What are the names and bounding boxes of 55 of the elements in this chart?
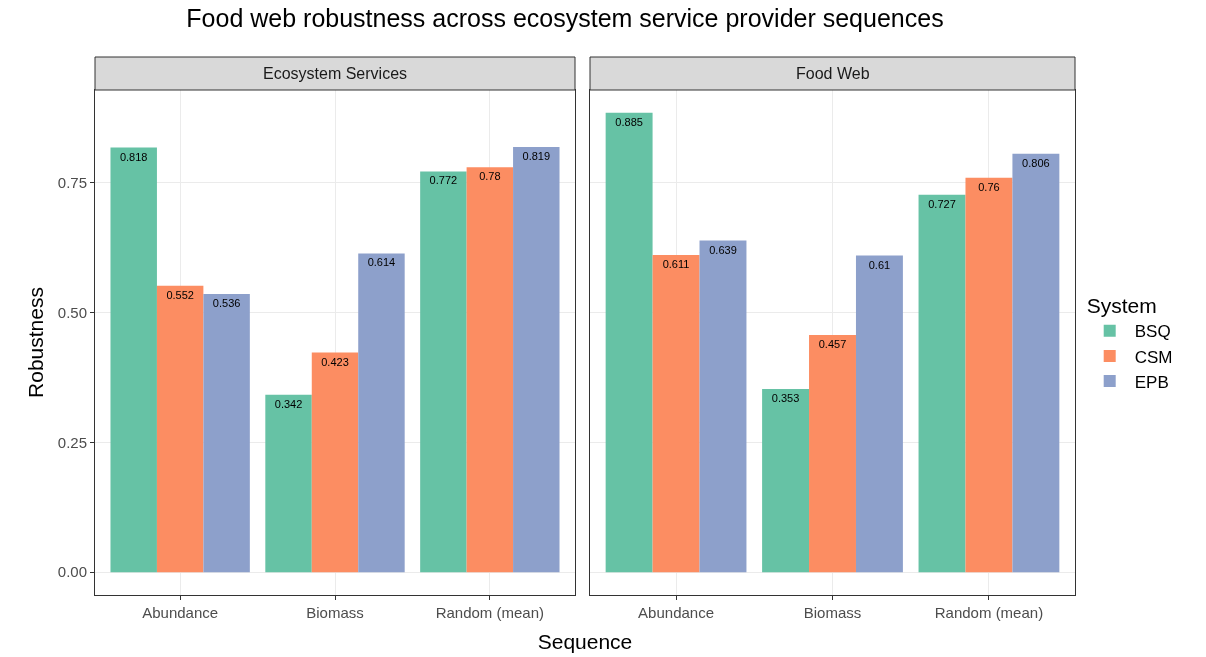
bar (762, 388, 810, 573)
legend-label: BSQ (1134, 322, 1171, 342)
legend-title: System (1086, 294, 1157, 318)
data-label: 0.818 (119, 150, 148, 163)
chart-subtitle: Ecosystem Services (263, 65, 408, 82)
y-tick-label: 0.00 (57, 563, 87, 581)
bar (466, 167, 514, 573)
data-label: 0.614 (367, 256, 396, 269)
bar (965, 177, 1013, 573)
x-tick-label: Biomass (803, 604, 862, 621)
data-label: 0.772 (429, 174, 458, 187)
bar (652, 255, 700, 573)
bar (358, 253, 405, 573)
data-label: 0.819 (522, 150, 551, 163)
data-label: 0.806 (1022, 156, 1050, 169)
bar (203, 293, 250, 573)
data-label: 0.76 (978, 180, 1000, 193)
x-tick-label: Abundance (638, 604, 714, 621)
x-tick-label: Random (mean) (435, 604, 545, 621)
data-label: 0.552 (166, 288, 194, 301)
chart-subtitle: Food Web (796, 65, 870, 82)
y-axis-title: Robustness (23, 287, 47, 398)
bar (265, 394, 312, 573)
bar (699, 240, 747, 573)
data-label: 0.78 (479, 170, 501, 183)
x-tick-label: Abundance (142, 604, 219, 621)
x-tick-label: Random (mean) (934, 604, 1044, 621)
data-label: 0.611 (662, 258, 690, 271)
bar (918, 194, 966, 573)
data-label: 0.885 (615, 115, 643, 128)
data-label: 0.457 (818, 337, 847, 350)
bar (110, 147, 157, 573)
bar (855, 255, 903, 573)
legend-label: CSM (1134, 347, 1173, 367)
bar (513, 147, 560, 573)
y-tick-label: 0.50 (57, 303, 87, 321)
chart-title: Food web robustness across ecosystem service provider sequences (185, 4, 945, 33)
data-label: 0.423 (321, 355, 349, 368)
data-label: 0.639 (709, 243, 737, 256)
x-axis-title: Sequence (536, 630, 634, 654)
y-tick-label: 0.25 (57, 433, 87, 451)
legend-label: EPB (1134, 372, 1169, 392)
y-tick-label: 0.75 (57, 174, 87, 192)
data-label: 0.536 (212, 296, 241, 309)
bar (311, 352, 359, 573)
bar (809, 334, 856, 573)
bar (420, 171, 467, 573)
x-tick-label: Biomass (306, 604, 364, 621)
bar (605, 112, 653, 573)
data-label: 0.353 (771, 391, 800, 404)
bar (156, 285, 204, 573)
data-label: 0.342 (274, 397, 303, 410)
data-label: 0.61 (868, 258, 891, 271)
bar (1012, 153, 1060, 573)
data-label: 0.727 (928, 197, 956, 210)
